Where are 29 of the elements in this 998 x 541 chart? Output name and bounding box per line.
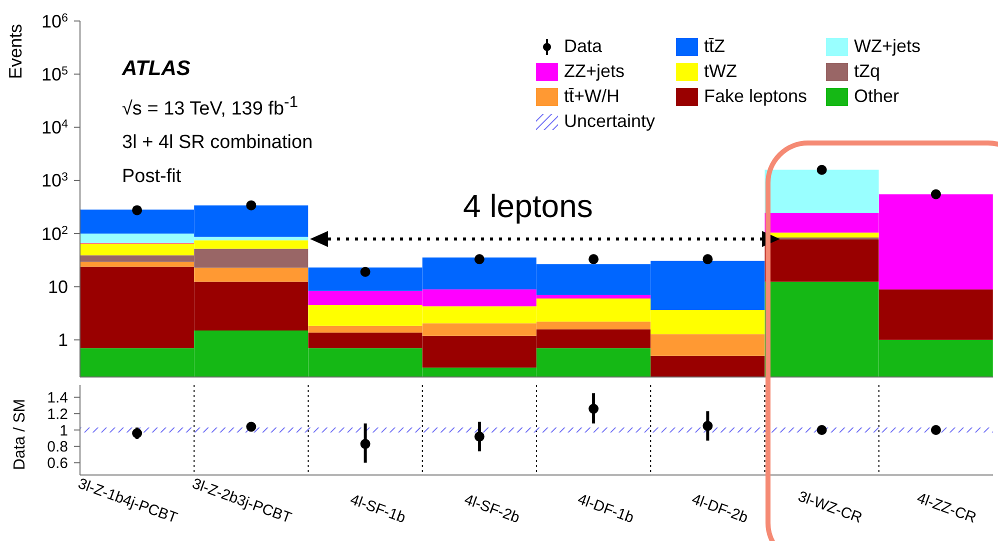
y-tick-label: 10$^{3}$ [41, 170, 68, 191]
annotation: 4 leptons [463, 188, 593, 225]
annotation: Post-fit [122, 165, 182, 190]
y-tick-label: 10$^{2}$ [41, 223, 68, 244]
y-axis-title: Data / SM [12, 398, 29, 470]
legend-label: ZZ+jets [564, 61, 625, 82]
y-tick-label: 10$^{5}$ [41, 64, 68, 84]
legend-label: Data [564, 36, 602, 57]
legend-label: tZq [854, 61, 880, 82]
y-tick-label: 0.6 [47, 454, 68, 472]
y-tick-label: 10 [48, 277, 68, 298]
legend-label: tt̄+W/H [564, 86, 620, 107]
legend-label: tt̄Z [704, 36, 725, 57]
legend-label: Other [854, 86, 900, 107]
y-tick-label: 1 [58, 330, 68, 350]
legend-label: WZ+jets [854, 36, 921, 57]
y-tick-label: 10$^{6}$ [41, 10, 68, 32]
y-tick-label: 10$^{4}$ [41, 117, 68, 138]
legend-label: tWZ [704, 61, 737, 82]
annotation: ATLAS [122, 56, 192, 82]
y-tick-label: 1.4 [47, 390, 68, 407]
annotation: 3l + 4l SR combination [122, 131, 313, 156]
y-tick-label: 1 [60, 422, 68, 440]
text: Uncertainty [564, 111, 656, 131]
y-tick-label: 0.8 [47, 438, 68, 456]
y-axis-title: Events [5, 24, 26, 79]
annotation: √s = 13 TeV, 139 fb$^{-1}$ [122, 93, 300, 122]
legend-label: Fake leptons [704, 86, 808, 107]
y-tick-label: 1.2 [47, 406, 68, 423]
